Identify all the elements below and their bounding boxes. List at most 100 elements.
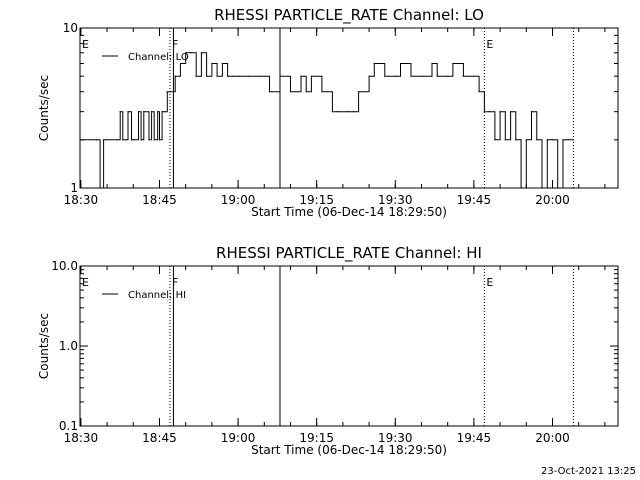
panel-2-x-tick-label: 19:45 [457,431,492,445]
panel-1-data-point [567,139,569,141]
panel-1-data-point [232,75,234,77]
panel-1-data-point [447,75,449,77]
panel-1-data-point [525,139,527,141]
panel-1-data-point [258,75,260,77]
panel-1-data-point [473,75,475,77]
panel-1-data-point [122,139,124,141]
panel-1-data-point [530,111,533,113]
panel-1-data-point [562,139,564,141]
panel-1-data-point [541,187,543,189]
footer-timestamp: 23-Oct-2021 13:25 [541,466,636,477]
panel-1-data-point [221,62,223,65]
panel-1-legend-entry: Channel: LO [128,52,189,63]
panel-1-data-point [452,62,454,65]
panel-1-data-point [420,75,423,77]
panel-1-x-tick-label: 19:00 [221,193,256,207]
panel-1-data-point [116,139,119,141]
panel-1-data-point [130,139,133,141]
panel-2-flag-annotation: E [486,276,493,289]
panel-1-data-point [148,139,150,141]
panel-1-data-point [137,111,140,113]
panel-2-y-tick-label: 0.1 [59,419,78,433]
panel-2-x-tick-label: 19:30 [378,431,413,445]
panel-1-data-point [95,139,98,141]
panel-1-data-point [80,139,82,141]
panel-1-data-point [206,75,208,77]
panel-1-data-point [368,75,370,77]
panel-1-data-point [140,139,142,141]
panel-2-y-axis-label: Counts/sec [37,313,51,379]
panel-1-data-point [347,111,349,113]
panel-1-data-point [200,52,202,54]
panel-1-flag-annotation: E [82,38,89,51]
panel-1-data-point [300,75,302,77]
panel-1-data-point [337,111,339,113]
panel-1-data-point [247,75,250,77]
panel-1-data-point [331,111,334,113]
panel-1-plot-frame [79,27,619,189]
panel-2-x-tick-label: 20:00 [535,431,570,445]
panel-1-x-tick-label: 18:45 [142,193,177,207]
panel-1-data-point [551,139,554,141]
panel-1-data-point [279,75,281,77]
panel-1-data-point [483,111,485,113]
panel-1-y-axis-label: Counts/sec [37,75,51,141]
panel-1-data-point [546,139,548,141]
panel-2-chart-title: RHESSI PARTICLE_RATE Channel: HI [216,244,482,263]
panel-1-data-point [143,111,145,113]
panel-1-data-point [520,187,522,189]
panel-1-data-point [102,139,105,141]
panel-1-data-point [394,75,396,77]
panel-1-data-point [106,139,108,141]
panel-2-flag-annotation: E [82,276,89,289]
panel-1-data-point [478,91,480,93]
panel-1-y-tick-label: 10 [63,21,78,35]
panel-2-x-tick-label: 18:45 [142,431,177,445]
panel-1-data-point [410,75,412,77]
panel-2-x-tick-label: 19:15 [299,431,334,445]
panel-1-data-point [195,75,197,77]
panel-2-legend-entry: Channel: HI [128,290,186,301]
panel-1-x-tick-label: 19:30 [378,193,413,207]
panel-1-data-point [509,111,512,113]
panel-1-data-point [310,75,313,77]
panel-1-data-point [157,111,159,113]
panel-2-x-tick-label: 19:00 [221,431,256,445]
panel-1-data-point [190,52,192,54]
panel-1-data-point [125,139,127,141]
panel-1-x-tick-label: 19:45 [457,193,492,207]
panel-1-data-point [289,91,292,93]
panel-1-data-point [499,111,501,113]
panel-1-data-point [174,75,176,77]
panel-1-data-point [504,139,506,141]
panel-1-data-point [119,111,121,113]
panel-1-data-point [164,111,166,113]
panel-1-data-point [373,62,375,65]
panel-1-data-point [384,75,386,77]
panel-1-data-point [166,91,168,93]
panel-1-data-point [436,75,438,77]
panel-1-x-tick-label: 19:15 [299,193,334,207]
panel-1-data-point [227,75,229,77]
panel-1-data-point [352,111,354,113]
panel-2-y-tick-label: 10.0 [51,259,78,273]
panel-1-chart-title: RHESSI PARTICLE_RATE Channel: LO [214,6,484,25]
panel-2-y-tick-label: 1.0 [59,339,78,353]
panel-1-data-point [179,62,182,65]
panel-1-data-point [169,91,171,93]
panel-1-data-point [161,111,163,113]
panel-1-x-tick-label: 20:00 [535,193,570,207]
panel-1-data-point [127,111,129,113]
panel-1-data-point [99,187,101,189]
panel-2-x-tick-label: 18:30 [64,431,99,445]
panel-1-series-line-1 [80,52,574,189]
panel-1-x-tick-label: 18:30 [64,193,99,207]
panel-1-data-point [237,75,239,77]
panel-1-y-tick-label: 1 [70,181,78,195]
panel-1-data-point [358,91,360,93]
panel-1-data-point [557,187,559,189]
panel-1-data-point [185,52,187,54]
panel-1-data-point [494,139,496,141]
panel-1-flag-annotation: F [172,38,178,51]
